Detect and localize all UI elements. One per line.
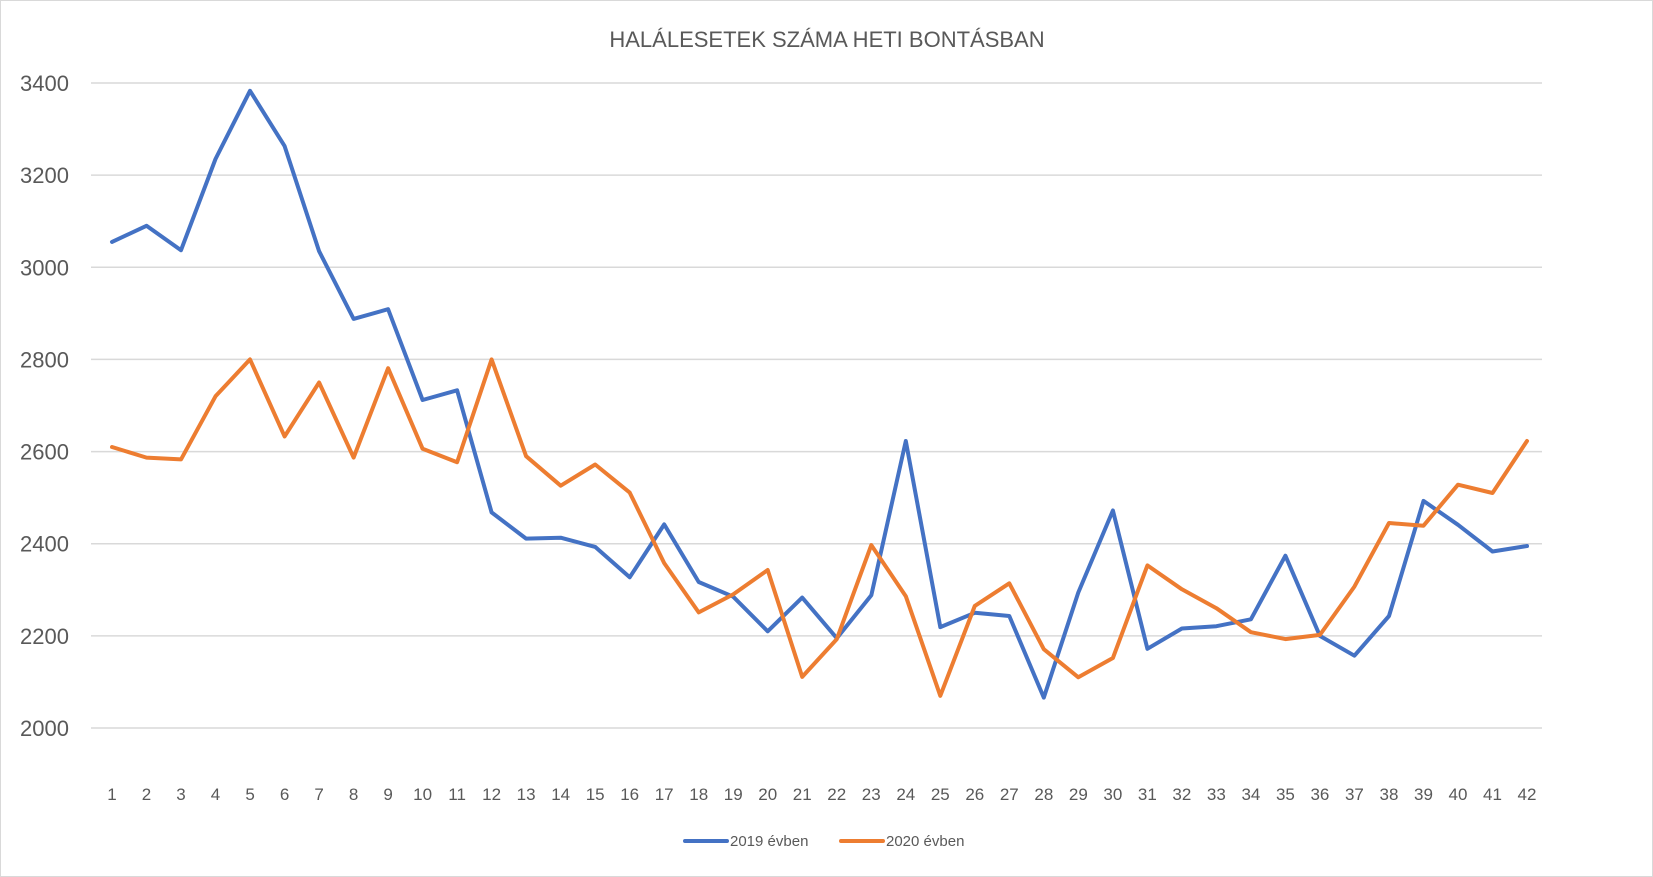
x-tick-label: 19 xyxy=(724,785,743,804)
series-lines xyxy=(110,88,1529,700)
x-tick-label: 17 xyxy=(655,785,674,804)
x-tick-label: 8 xyxy=(349,785,358,804)
x-tick-label: 11 xyxy=(448,785,466,804)
x-tick-label: 6 xyxy=(280,785,289,804)
x-tick-label: 38 xyxy=(1379,785,1398,804)
x-tick-label: 23 xyxy=(862,785,881,804)
series-line-2 xyxy=(110,357,1529,698)
x-tick-label: 22 xyxy=(827,785,846,804)
x-tick-label: 40 xyxy=(1449,785,1468,804)
x-tick-label: 9 xyxy=(383,785,392,804)
x-tick-label: 30 xyxy=(1103,785,1122,804)
x-tick-label: 1 xyxy=(107,785,116,804)
x-tick-label: 15 xyxy=(586,785,605,804)
x-tick-label: 35 xyxy=(1276,785,1295,804)
y-tick-label: 3000 xyxy=(20,255,69,280)
x-tick-label: 25 xyxy=(931,785,950,804)
y-axis-ticks: 2000 2200 2400 2600 2800 3000 3200 3400 xyxy=(20,71,69,741)
x-tick-label: 42 xyxy=(1518,785,1537,804)
legend: 2019 évben 2020 évben xyxy=(683,833,964,850)
x-tick-label: 36 xyxy=(1310,785,1329,804)
gridlines xyxy=(91,82,1542,729)
x-tick-label: 12 xyxy=(482,785,501,804)
legend-label-1: 2019 évben xyxy=(730,833,808,850)
x-tick-label: 4 xyxy=(211,785,220,804)
x-tick-label: 10 xyxy=(413,785,432,804)
x-tick-label: 31 xyxy=(1138,785,1157,804)
legend-label-2: 2020 évben xyxy=(886,833,964,850)
x-tick-label: 28 xyxy=(1034,785,1053,804)
x-axis-ticks: 1 2 3 4 5 6 7 8 9 10 11 12 13 14 15 16 17 18 19 20 21 22 23 24 2… xyxy=(107,785,1536,804)
x-tick-label: 20 xyxy=(758,785,777,804)
x-tick-label: 39 xyxy=(1414,785,1433,804)
x-tick-label: 2 xyxy=(142,785,151,804)
x-tick-label: 5 xyxy=(245,785,254,804)
x-tick-label: 33 xyxy=(1207,785,1226,804)
y-tick-label: 2800 xyxy=(20,347,69,372)
x-tick-label: 26 xyxy=(965,785,984,804)
x-tick-label: 41 xyxy=(1483,785,1502,804)
x-tick-label: 14 xyxy=(551,785,570,804)
x-tick-label: 34 xyxy=(1241,785,1260,804)
x-tick-label: 24 xyxy=(896,785,915,804)
x-tick-label: 37 xyxy=(1345,785,1364,804)
y-tick-label: 2600 xyxy=(20,440,69,465)
x-tick-label: 32 xyxy=(1172,785,1191,804)
x-tick-label: 13 xyxy=(517,785,536,804)
y-tick-label: 2000 xyxy=(20,716,69,741)
series-line-1 xyxy=(110,88,1529,700)
y-tick-label: 3200 xyxy=(20,163,69,188)
x-tick-label: 29 xyxy=(1069,785,1088,804)
y-tick-label: 2200 xyxy=(20,624,69,649)
y-tick-label: 3400 xyxy=(20,71,69,96)
y-tick-label: 2400 xyxy=(20,532,69,557)
x-tick-label: 27 xyxy=(1000,785,1019,804)
x-tick-label: 21 xyxy=(793,785,812,804)
chart-title: HALÁLESETEK SZÁMA HETI BONTÁSBAN xyxy=(609,27,1044,52)
x-tick-label: 18 xyxy=(689,785,708,804)
x-tick-label: 3 xyxy=(176,785,185,804)
x-tick-label: 7 xyxy=(314,785,323,804)
x-tick-label: 16 xyxy=(620,785,639,804)
